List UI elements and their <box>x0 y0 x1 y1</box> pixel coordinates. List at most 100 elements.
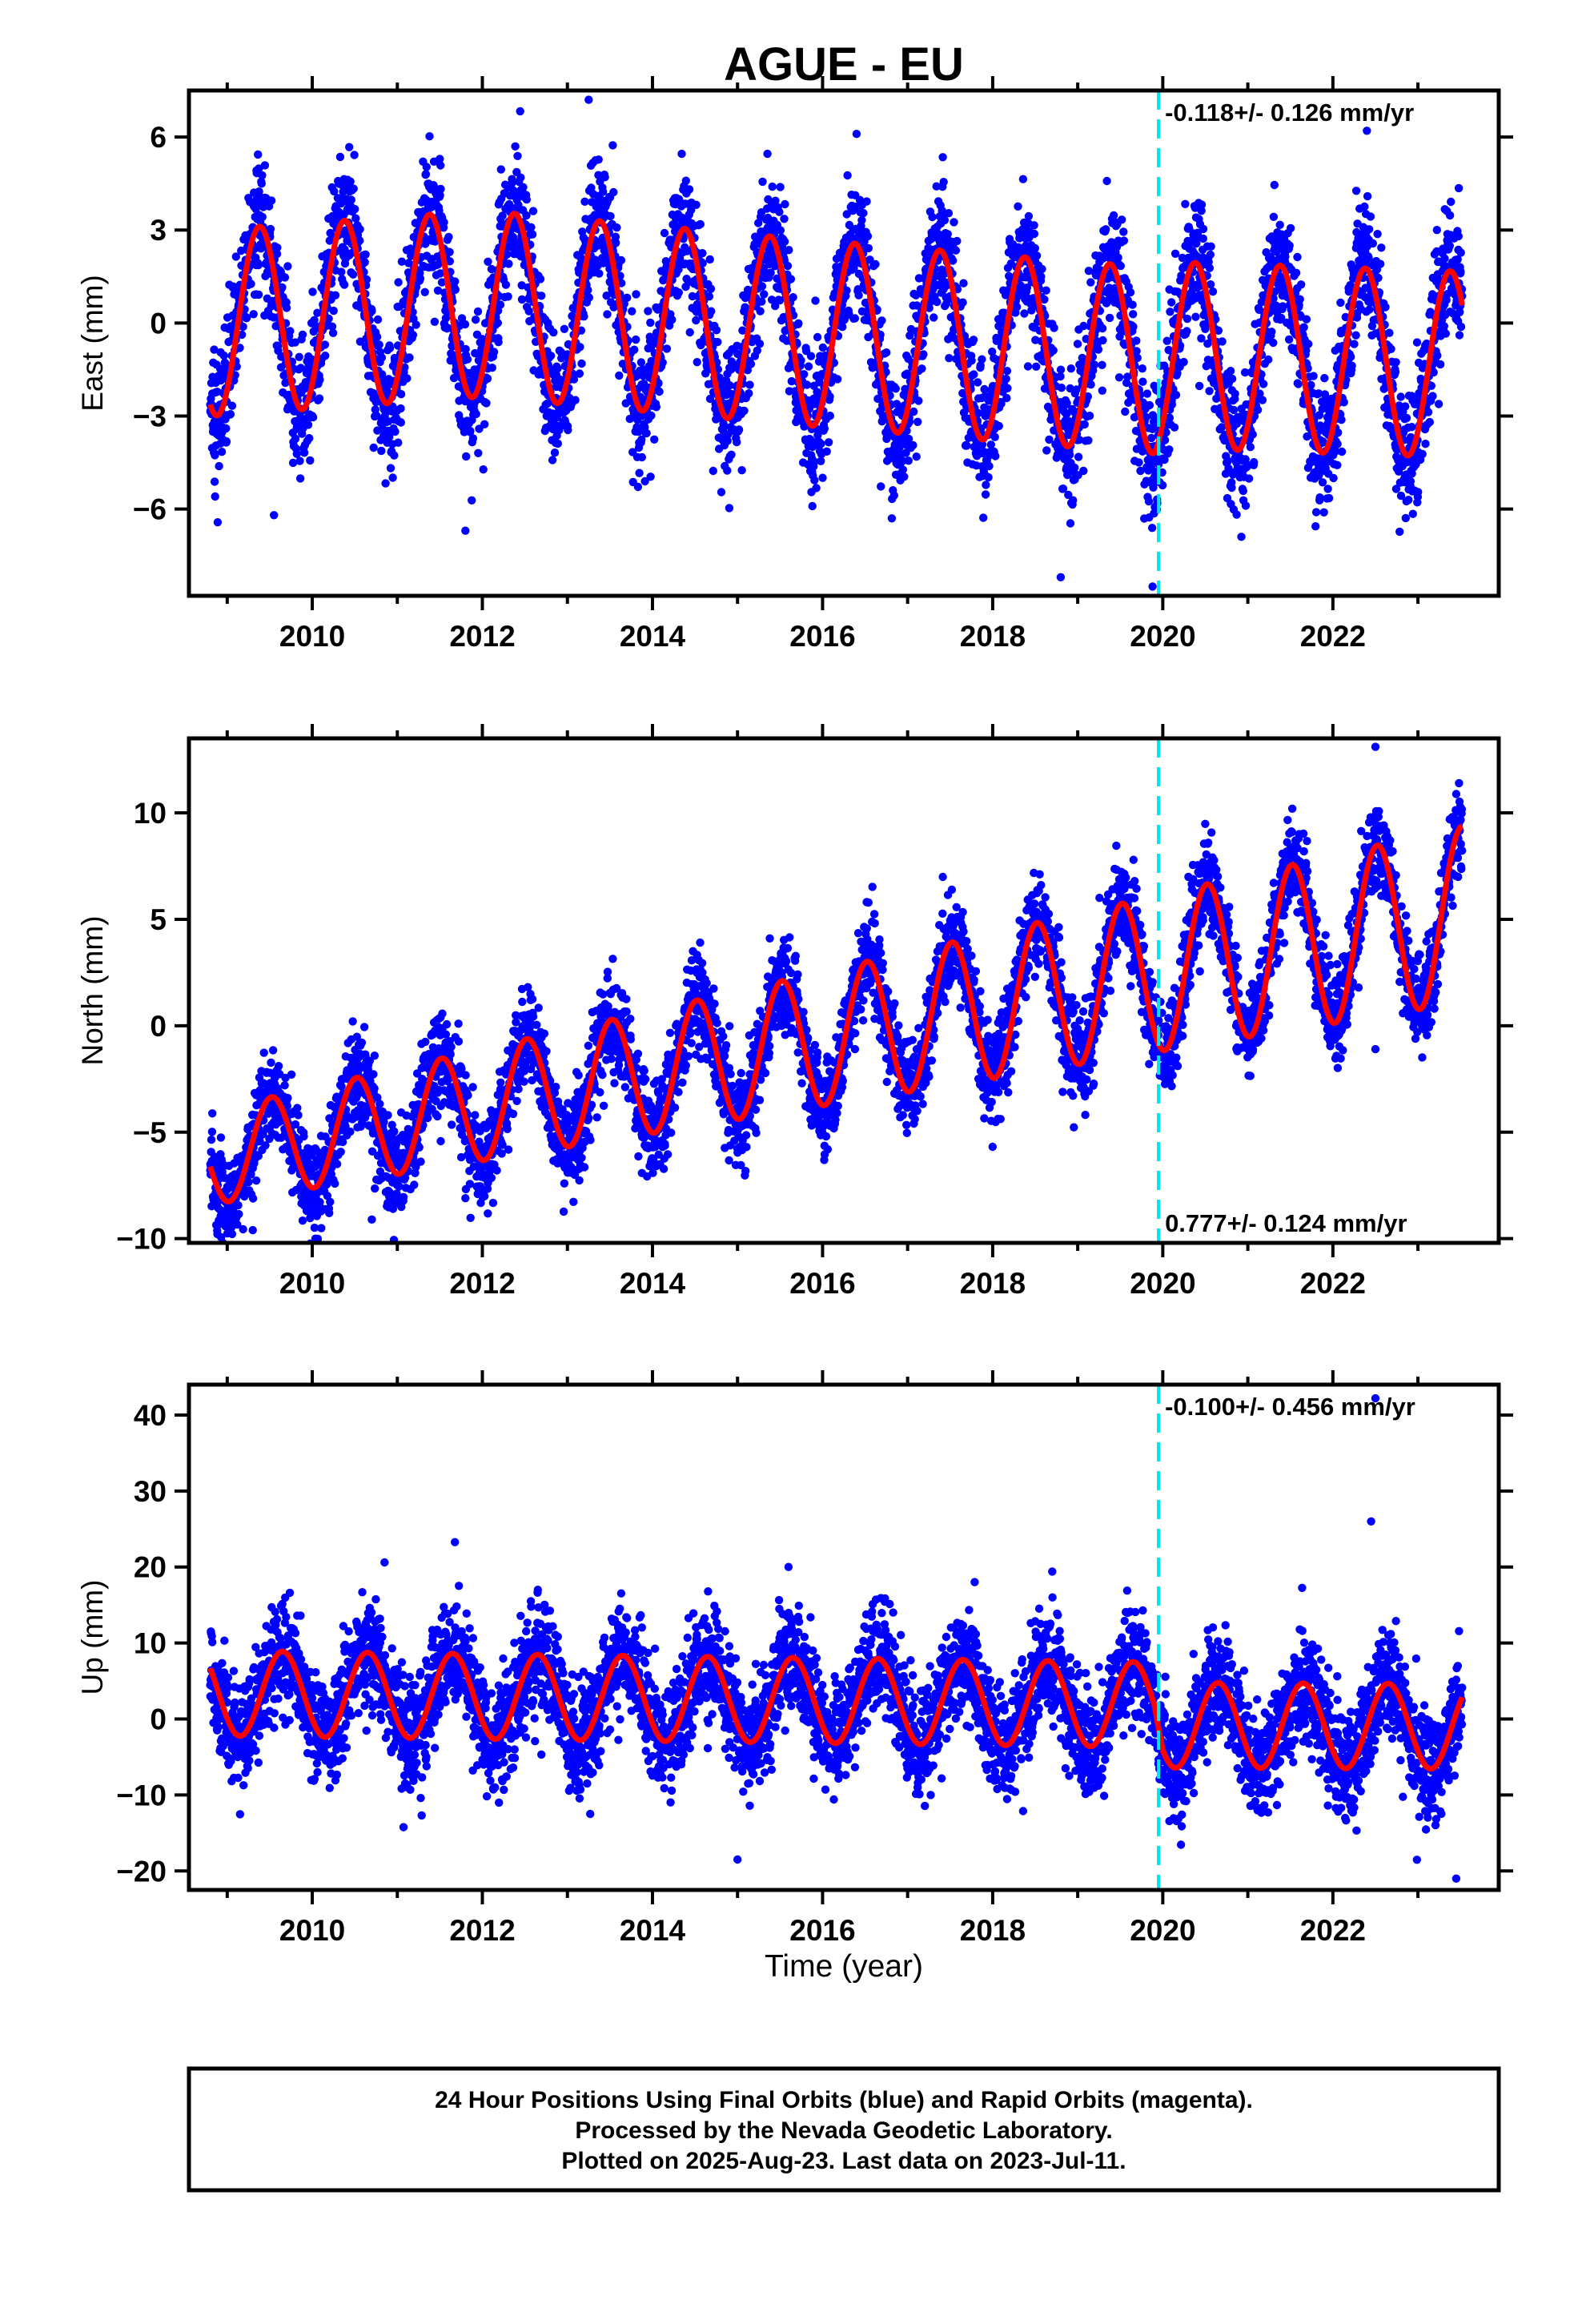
data-point <box>1324 493 1334 503</box>
data-point <box>390 451 399 460</box>
data-point <box>517 281 526 290</box>
data-point <box>227 401 237 410</box>
data-point <box>871 259 880 269</box>
data-point <box>339 280 349 289</box>
data-point <box>575 369 584 378</box>
data-point <box>1404 496 1413 505</box>
data-point <box>511 142 520 151</box>
data-point <box>630 345 639 354</box>
data-point <box>386 464 396 472</box>
data-point <box>959 279 968 287</box>
data-point <box>1248 430 1257 439</box>
data-point <box>1304 340 1313 348</box>
data-point <box>351 204 359 214</box>
data-point <box>1295 295 1304 304</box>
data-point <box>215 461 223 471</box>
data-point <box>222 437 231 446</box>
data-point <box>1227 374 1237 384</box>
data-point <box>725 381 734 390</box>
data-point <box>291 434 300 444</box>
data-point <box>451 277 460 286</box>
data-point <box>1080 420 1089 429</box>
data-point <box>372 332 382 341</box>
data-point <box>692 200 701 209</box>
data-point <box>1218 337 1227 346</box>
data-point <box>278 283 287 292</box>
data-point <box>350 151 359 159</box>
data-point <box>760 290 769 299</box>
data-point <box>898 465 908 474</box>
data-point <box>550 448 560 457</box>
data-point <box>444 232 453 242</box>
data-point <box>757 297 766 306</box>
data-point <box>1199 224 1208 234</box>
data-point <box>994 421 1003 431</box>
data-point <box>950 218 958 227</box>
data-point <box>576 326 586 335</box>
data-point <box>1138 377 1147 386</box>
data-point <box>785 246 793 255</box>
data-point <box>737 466 746 475</box>
data-point <box>1337 416 1346 424</box>
data-point <box>219 351 228 360</box>
data-point <box>609 187 618 197</box>
data-point <box>1336 298 1345 308</box>
data-point <box>1237 533 1246 541</box>
data-point <box>516 107 524 116</box>
data-point <box>1396 392 1405 401</box>
data-point <box>944 209 954 218</box>
data-point <box>974 378 982 387</box>
data-point <box>713 337 722 347</box>
data-point <box>951 246 961 255</box>
data-point <box>320 340 330 349</box>
data-point <box>698 249 707 258</box>
data-point <box>817 440 825 448</box>
data-point <box>1191 312 1200 321</box>
data-point <box>229 282 238 291</box>
data-point <box>967 356 976 365</box>
data-point <box>727 450 736 459</box>
data-point <box>496 165 505 174</box>
data-point <box>1311 522 1320 531</box>
data-point <box>1147 524 1157 533</box>
data-point <box>327 322 337 331</box>
data-point <box>1406 476 1415 486</box>
data-point <box>556 348 566 357</box>
data-point <box>346 177 355 186</box>
data-point <box>258 171 267 180</box>
data-point <box>445 257 454 266</box>
data-point <box>451 285 460 294</box>
data-point <box>394 278 403 287</box>
data-point <box>990 432 999 441</box>
data-point <box>850 314 860 323</box>
data-point <box>842 210 851 219</box>
data-point <box>758 177 767 187</box>
data-point <box>1116 261 1126 271</box>
data-point <box>636 358 646 367</box>
data-point <box>1002 367 1012 376</box>
data-point <box>385 432 394 441</box>
data-point <box>1167 298 1176 307</box>
data-point <box>1098 386 1107 395</box>
data-point <box>292 449 301 458</box>
data-point <box>484 257 492 266</box>
data-point <box>232 362 241 371</box>
data-point <box>833 375 842 384</box>
data-point <box>919 350 928 359</box>
data-point <box>1373 230 1382 239</box>
data-point <box>616 255 626 265</box>
data-point <box>1297 280 1306 289</box>
data-point <box>811 296 820 305</box>
data-point <box>800 370 809 379</box>
data-point <box>913 417 922 426</box>
data-point <box>1402 413 1411 423</box>
data-point <box>536 275 545 283</box>
data-point <box>1323 485 1332 493</box>
data-point <box>396 390 406 399</box>
data-point <box>1129 310 1138 319</box>
data-point <box>970 370 978 379</box>
data-point <box>381 479 390 488</box>
data-point <box>436 155 444 163</box>
data-point <box>396 404 405 413</box>
data-point <box>557 354 566 363</box>
